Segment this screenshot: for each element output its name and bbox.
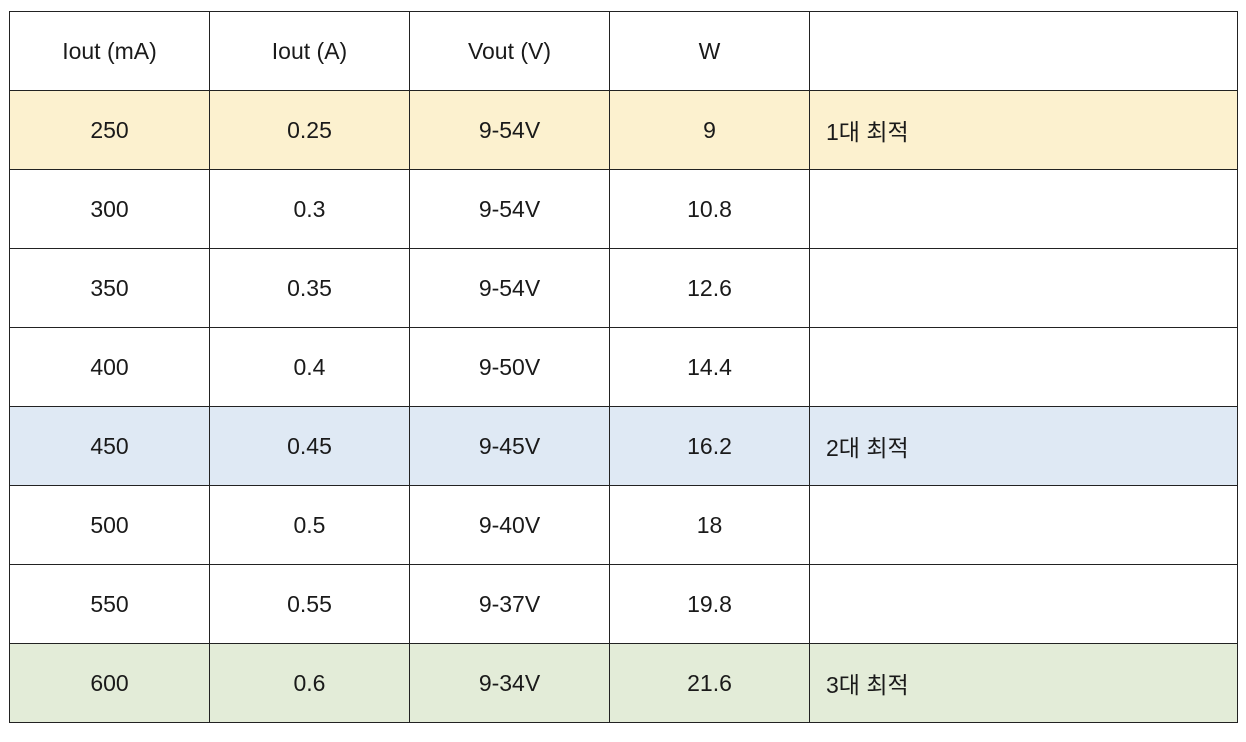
- header-iout-a: Iout (A): [209, 11, 410, 91]
- cell-note: 2대 최적: [809, 406, 1238, 486]
- cell-watts: 12.6: [609, 248, 810, 328]
- header-watts: W: [609, 11, 810, 91]
- cell-iout-ma: 550: [9, 564, 210, 644]
- table-row: 500 0.5 9-40V 18: [9, 485, 1238, 565]
- cell-iout-a: 0.45: [209, 406, 410, 486]
- header-note: [809, 11, 1238, 91]
- header-row: Iout (mA) Iout (A) Vout (V) W: [9, 11, 1238, 91]
- cell-iout-a: 0.35: [209, 248, 410, 328]
- cell-vout: 9-54V: [409, 169, 610, 249]
- cell-iout-a: 0.5: [209, 485, 410, 565]
- cell-vout: 9-45V: [409, 406, 610, 486]
- header-vout: Vout (V): [409, 11, 610, 91]
- cell-note: [809, 169, 1238, 249]
- cell-iout-ma: 400: [9, 327, 210, 407]
- cell-vout: 9-54V: [409, 248, 610, 328]
- table-row: 450 0.45 9-45V 16.2 2대 최적: [9, 406, 1238, 486]
- cell-vout: 9-37V: [409, 564, 610, 644]
- cell-iout-ma: 250: [9, 90, 210, 170]
- table-row: 350 0.35 9-54V 12.6: [9, 248, 1238, 328]
- cell-watts: 19.8: [609, 564, 810, 644]
- cell-watts: 16.2: [609, 406, 810, 486]
- cell-iout-a: 0.6: [209, 643, 410, 723]
- cell-vout: 9-40V: [409, 485, 610, 565]
- cell-note: [809, 327, 1238, 407]
- cell-note: [809, 248, 1238, 328]
- table-row: 250 0.25 9-54V 9 1대 최적: [9, 90, 1238, 170]
- cell-note: [809, 485, 1238, 565]
- cell-watts: 10.8: [609, 169, 810, 249]
- cell-iout-ma: 450: [9, 406, 210, 486]
- table-row: 600 0.6 9-34V 21.6 3대 최적: [9, 643, 1238, 723]
- cell-iout-a: 0.3: [209, 169, 410, 249]
- cell-note: 1대 최적: [809, 90, 1238, 170]
- cell-note: 3대 최적: [809, 643, 1238, 723]
- spec-table: Iout (mA) Iout (A) Vout (V) W 250 0.25 9-5…: [9, 11, 1238, 723]
- cell-watts: 21.6: [609, 643, 810, 723]
- cell-vout: 9-34V: [409, 643, 610, 723]
- cell-vout: 9-54V: [409, 90, 610, 170]
- cell-iout-a: 0.25: [209, 90, 410, 170]
- table-container: Iout (mA) Iout (A) Vout (V) W 250 0.25 9-5…: [9, 11, 1238, 723]
- table-row: 550 0.55 9-37V 19.8: [9, 564, 1238, 644]
- table-row: 400 0.4 9-50V 14.4: [9, 327, 1238, 407]
- cell-iout-ma: 350: [9, 248, 210, 328]
- cell-iout-a: 0.4: [209, 327, 410, 407]
- cell-iout-ma: 600: [9, 643, 210, 723]
- cell-iout-a: 0.55: [209, 564, 410, 644]
- cell-watts: 9: [609, 90, 810, 170]
- cell-watts: 18: [609, 485, 810, 565]
- cell-vout: 9-50V: [409, 327, 610, 407]
- table-row: 300 0.3 9-54V 10.8: [9, 169, 1238, 249]
- header-iout-ma: Iout (mA): [9, 11, 210, 91]
- cell-watts: 14.4: [609, 327, 810, 407]
- cell-iout-ma: 300: [9, 169, 210, 249]
- cell-note: [809, 564, 1238, 644]
- cell-iout-ma: 500: [9, 485, 210, 565]
